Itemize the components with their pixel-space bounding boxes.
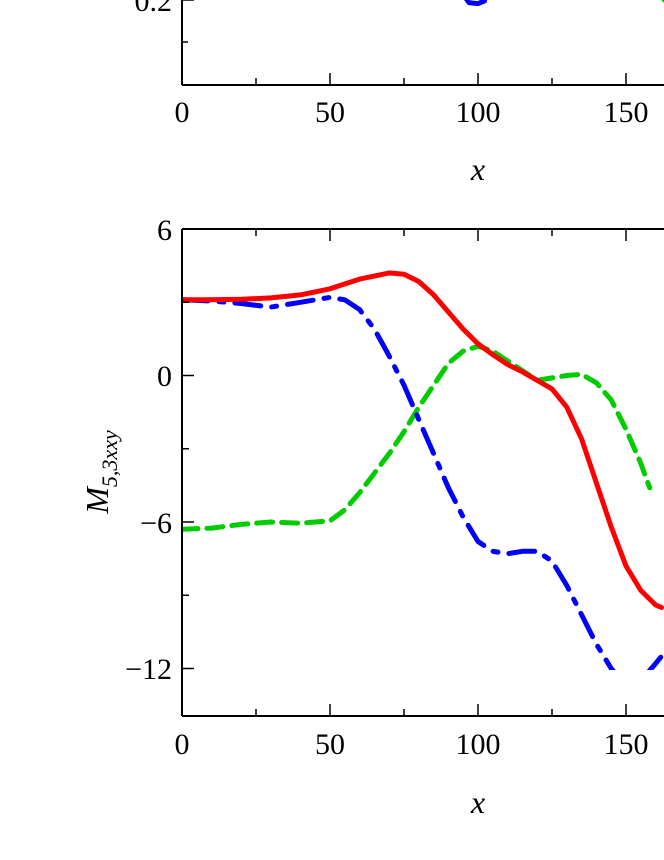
top-x-tick-label-0: 0 <box>175 96 190 129</box>
bottom-x-tick-label-150: 150 <box>604 728 649 761</box>
bottom-series-line-blue-dash-dot <box>182 294 664 670</box>
y-axis-title-main: M <box>79 485 115 515</box>
top-y-tick-label: 0.2 <box>135 0 173 18</box>
bottom-panel: 6 0 −6 −12 0 50 100 150 x M5,3xxy <box>79 214 664 820</box>
bottom-x-tick-label-50: 50 <box>315 728 345 761</box>
top-series-line-green-dashed <box>661 0 664 3</box>
bottom-series-lines <box>182 270 664 670</box>
bottom-y-axis-title: M5,3xxy <box>79 430 122 515</box>
bottom-x-tick-label-100: 100 <box>456 728 501 761</box>
bottom-x-axis-title: x <box>470 784 485 820</box>
bottom-y-tick-label-neg6: −6 <box>140 507 172 540</box>
y-axis-title-subscript: 5,3xxy <box>97 430 122 487</box>
top-x-tick-label-100: 100 <box>456 96 501 129</box>
top-x-axis-title: x <box>470 151 485 187</box>
top-plot-area <box>464 0 664 7</box>
bottom-y-tick-label-6: 6 <box>157 214 172 247</box>
top-panel: 0.2 0 50 100 150 x <box>135 0 664 187</box>
top-ticks <box>181 0 627 85</box>
bottom-x-tick-label-0: 0 <box>175 728 190 761</box>
top-x-tick-label-50: 50 <box>315 96 345 129</box>
bottom-y-tick-label-neg12: −12 <box>125 653 172 686</box>
bottom-series-line-green-dashed <box>182 343 653 532</box>
bottom-ticks <box>181 228 627 716</box>
bottom-series-line-red-solid <box>182 270 664 610</box>
bottom-y-tick-label-0: 0 <box>157 360 172 393</box>
top-series-lines <box>464 0 664 7</box>
top-x-tick-label-150: 150 <box>604 96 649 129</box>
bottom-plot-area <box>182 270 664 670</box>
top-series-line-blue-dash-dot <box>464 0 490 7</box>
